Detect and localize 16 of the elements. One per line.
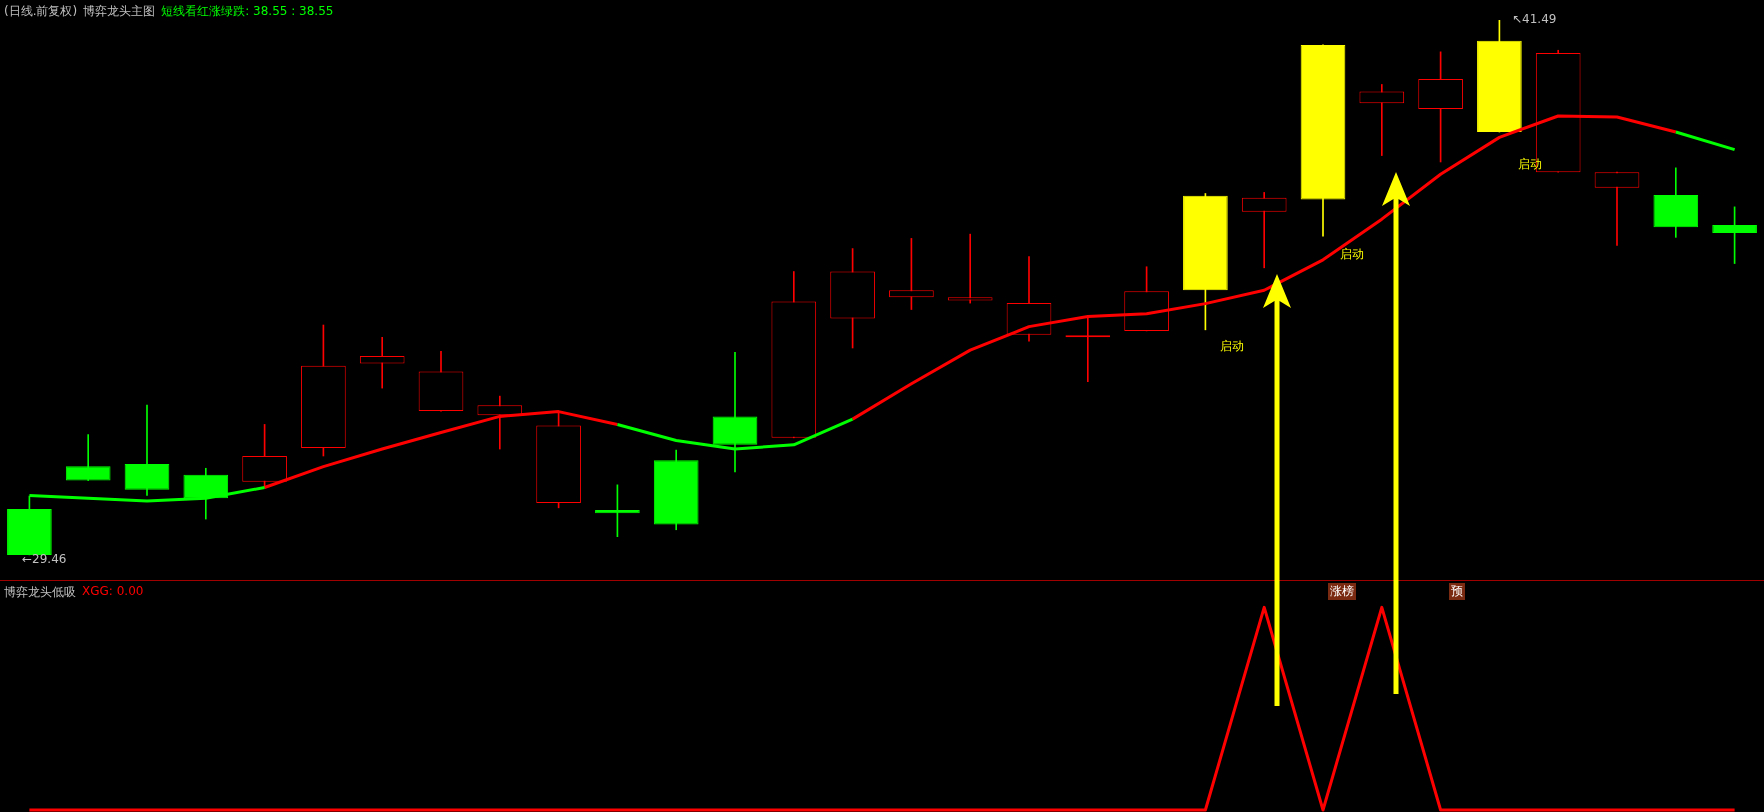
chart-subtitle: 博弈龙头主图 [83, 3, 156, 20]
text: 短线看红涨绿跌: 38.55 : 38.55 [161, 3, 334, 20]
candlestick [1241, 192, 1287, 269]
text: XGG: 0.00 [82, 584, 144, 600]
text: 涨榜 [1328, 583, 1356, 600]
candlestick [1359, 84, 1405, 156]
chart-title: 博弈龙头低吸 [4, 584, 76, 601]
annotation: ←29.46 [22, 552, 67, 566]
candlestick [1594, 171, 1640, 246]
chart-title: (日线.前复权) [4, 3, 78, 20]
annotation: 启动 [1220, 338, 1244, 355]
candlestick [477, 395, 523, 450]
candlestick [359, 336, 405, 389]
annotation: 启动 [1340, 246, 1364, 263]
annotation: ↖41.49 [1512, 12, 1557, 26]
text: 预 [1449, 583, 1465, 600]
